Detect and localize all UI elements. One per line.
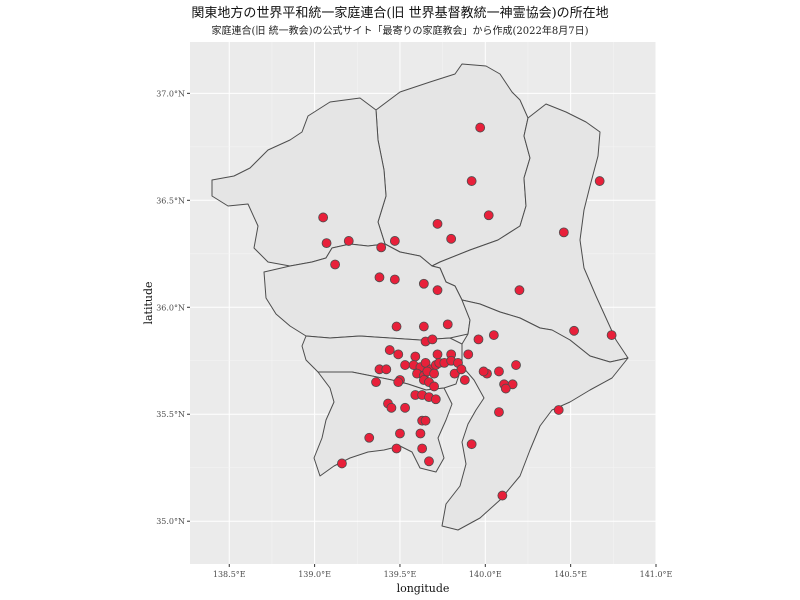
location-point xyxy=(553,405,564,415)
y-tick-label: 36.0°N xyxy=(156,303,185,312)
location-point xyxy=(475,122,486,133)
y-tick-label: 36.5°N xyxy=(156,196,185,205)
location-point xyxy=(376,242,387,253)
location-point xyxy=(511,360,521,370)
location-point xyxy=(389,236,400,246)
location-point xyxy=(343,236,354,246)
region-chiba xyxy=(441,299,629,531)
location-point xyxy=(337,458,347,469)
chart-title: 関東地方の世界平和統一家庭連合(旧 世界基督教統一神霊協会)の所在地 xyxy=(191,6,609,21)
location-point xyxy=(415,428,426,439)
location-point xyxy=(400,402,410,413)
location-point xyxy=(429,381,439,392)
location-point xyxy=(418,278,429,289)
location-point xyxy=(483,210,494,221)
y-tick-label: 35.5°N xyxy=(156,410,185,419)
location-point xyxy=(478,366,489,377)
location-point xyxy=(432,218,443,229)
location-point xyxy=(330,259,340,270)
x-tick-label: 138.5°E xyxy=(213,570,246,579)
location-point xyxy=(558,227,569,238)
location-point xyxy=(321,238,332,248)
location-point xyxy=(500,383,511,394)
location-point xyxy=(594,176,605,186)
location-point xyxy=(395,428,405,439)
location-point xyxy=(393,349,404,360)
location-point xyxy=(466,439,477,450)
location-point xyxy=(459,375,470,385)
location-point xyxy=(430,394,441,405)
x-tick-label: 140.0°E xyxy=(469,570,502,579)
location-point xyxy=(393,377,404,388)
y-tick-label: 35.0°N xyxy=(156,517,185,526)
location-point xyxy=(497,490,508,501)
y-axis: 35.0°N 35.5°N 36.0°N 36.5°N 37.0°N xyxy=(156,89,190,526)
location-point xyxy=(463,349,474,360)
location-point xyxy=(429,368,439,379)
location-point xyxy=(364,432,375,443)
location-point xyxy=(432,285,443,296)
location-point xyxy=(418,321,429,332)
location-point xyxy=(417,443,428,454)
x-tick-label: 139.5°E xyxy=(384,570,417,579)
location-point xyxy=(424,456,434,467)
location-point xyxy=(466,176,477,186)
location-point xyxy=(456,364,467,375)
location-point xyxy=(386,402,397,413)
location-point xyxy=(432,349,443,360)
x-tick-label: 141.0°E xyxy=(640,570,673,579)
location-point xyxy=(400,360,410,370)
location-point xyxy=(569,325,579,336)
location-point xyxy=(494,366,504,377)
location-point xyxy=(606,330,617,340)
location-point xyxy=(442,319,453,330)
x-axis-title: longitude xyxy=(397,582,450,595)
location-point xyxy=(410,351,421,362)
location-point xyxy=(420,415,431,426)
location-point xyxy=(374,272,385,283)
location-points xyxy=(318,122,617,501)
location-point xyxy=(381,364,392,375)
location-point xyxy=(427,334,438,345)
y-tick-label: 37.0°N xyxy=(156,89,185,98)
location-point xyxy=(473,334,484,345)
location-point xyxy=(488,330,499,340)
y-axis-title: latitude xyxy=(142,281,155,324)
region-gunma xyxy=(211,97,387,267)
x-axis: 138.5°E 139.0°E 139.5°E 140.0°E 140.5°E 141.0… xyxy=(213,564,673,579)
location-point xyxy=(391,443,402,454)
location-point xyxy=(494,407,504,418)
location-point xyxy=(371,377,381,388)
x-tick-label: 139.0°E xyxy=(298,570,331,579)
chart-subtitle: 家庭連合(旧 統一教会)の公式サイト「最寄りの家庭教会」から作成(2022年8月… xyxy=(211,26,589,37)
x-tick-label: 140.5°E xyxy=(554,570,587,579)
location-point xyxy=(384,345,395,355)
location-point xyxy=(391,321,402,332)
location-point xyxy=(446,233,457,244)
location-point xyxy=(389,274,400,285)
location-point xyxy=(318,212,329,223)
location-point xyxy=(514,285,525,296)
